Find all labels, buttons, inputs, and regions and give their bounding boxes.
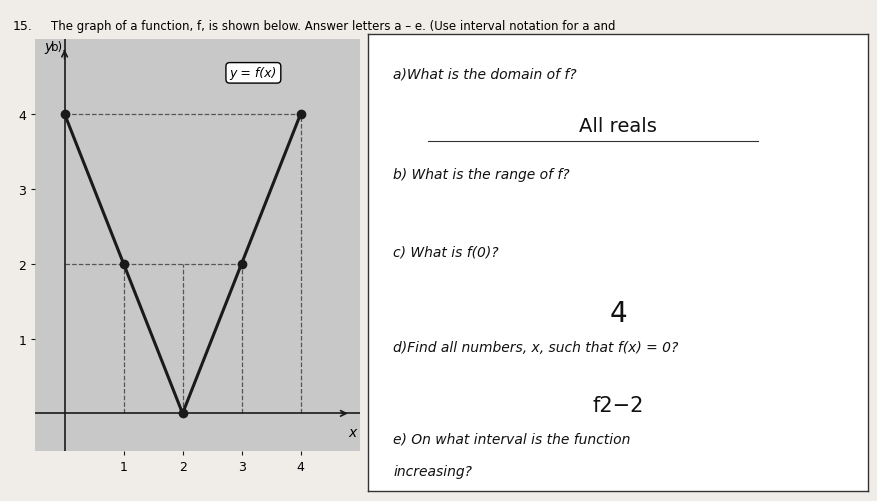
Text: b).: b). xyxy=(51,41,67,54)
Text: d)Find all numbers, x, such that f(x) = 0?: d)Find all numbers, x, such that f(x) = … xyxy=(393,341,679,355)
Text: All reals: All reals xyxy=(580,117,657,136)
Text: y: y xyxy=(44,40,53,54)
Text: 4: 4 xyxy=(610,300,627,328)
Text: b) What is the range of f?: b) What is the range of f? xyxy=(393,167,570,181)
Text: c) What is f(0)?: c) What is f(0)? xyxy=(393,245,499,259)
Text: f2−2: f2−2 xyxy=(593,395,644,415)
Text: increasing?: increasing? xyxy=(393,463,473,477)
Text: x: x xyxy=(348,425,357,439)
Text: The graph of a function, f, is shown below. Answer letters a – e. (Use interval : The graph of a function, f, is shown bel… xyxy=(51,20,616,33)
Text: 15.: 15. xyxy=(13,20,33,33)
Text: y = f(x): y = f(x) xyxy=(230,67,277,80)
Text: e) On what interval is the function: e) On what interval is the function xyxy=(393,432,631,446)
Text: a)What is the domain of f?: a)What is the domain of f? xyxy=(393,67,577,81)
